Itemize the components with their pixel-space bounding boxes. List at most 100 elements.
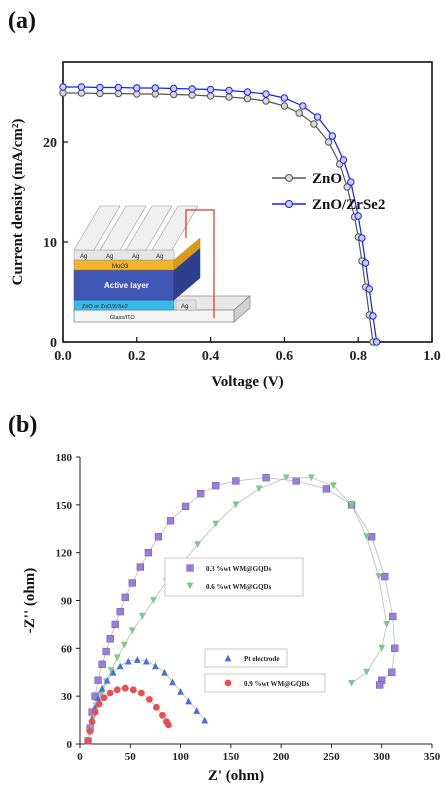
jv-x-tick-label: 0.0 xyxy=(54,349,72,364)
eis-y-tick-label: 150 xyxy=(56,500,73,512)
eis-point xyxy=(111,620,119,629)
eis-point xyxy=(292,477,300,485)
jv-point xyxy=(372,338,381,346)
jv-y-tick-label: 10 xyxy=(43,236,57,251)
inset-glass-front xyxy=(73,309,235,323)
jv-x-tick-label: 1.0 xyxy=(423,349,441,364)
eis-point xyxy=(255,485,263,493)
eis-point xyxy=(389,612,397,621)
eis-x-tick-label: 100 xyxy=(172,751,189,763)
eis-point xyxy=(181,502,190,511)
eis-point xyxy=(194,541,202,549)
eis-point xyxy=(116,608,124,616)
eis-point xyxy=(106,635,114,643)
jv-point xyxy=(262,90,270,98)
inset-etl-label: ZnO or ZnO/ZrSe2 xyxy=(82,304,128,310)
jv-point xyxy=(170,84,178,93)
eis-x-tick-label: 250 xyxy=(323,751,340,763)
inset-ag-label-4: Ag xyxy=(156,254,163,260)
inset-ag-finger-2 xyxy=(99,205,147,251)
jv-x-axis-label: Voltage (V) xyxy=(211,374,283,390)
eis-legend-label-0: 0.3 %wt WM@GQDs xyxy=(206,565,272,573)
eis-point xyxy=(145,695,153,703)
eis-point xyxy=(330,482,337,490)
jv-x-tick-label: 0.2 xyxy=(128,349,146,364)
eis-point xyxy=(322,485,331,493)
jv-legend-marker-0 xyxy=(285,174,293,182)
device-inset: Ag Ag Ag Ag MoO3 Active layer ZnO or ZnO… xyxy=(72,205,252,323)
eis-point xyxy=(124,657,132,665)
eis-x-tick-label: 150 xyxy=(223,751,240,763)
eis-point xyxy=(201,716,209,724)
inset-ag-label-1: Ag xyxy=(80,254,87,260)
jv-point xyxy=(170,90,178,99)
eis-point xyxy=(193,707,201,714)
jv-point xyxy=(114,83,123,92)
eis-point xyxy=(159,711,166,719)
eis-legend-box-red xyxy=(204,673,326,693)
eis-point xyxy=(378,644,386,652)
eis-point xyxy=(109,668,117,676)
jv-y-axis-label: Current density (mA/cm²) xyxy=(10,119,26,286)
eis-point xyxy=(232,477,240,485)
eis-legend-box-pt xyxy=(204,648,288,668)
jv-point xyxy=(328,132,337,140)
jv-chart: 0.0 0.2 0.4 0.6 0.8 1.0 0 10 20 Voltage (V) Curren… xyxy=(10,61,441,390)
eis-point xyxy=(98,660,106,668)
jv-point xyxy=(365,285,373,293)
jv-point xyxy=(188,85,196,93)
eis-x-tick-label: 300 xyxy=(373,751,390,763)
inset-circuit-wire xyxy=(185,209,215,318)
eis-point xyxy=(94,676,102,684)
inset-ag-finger-3 xyxy=(125,205,173,251)
jv-point xyxy=(347,178,355,186)
jv-point xyxy=(358,234,366,242)
jv-legend-label-0: ZnO xyxy=(312,171,342,187)
jv-point xyxy=(299,102,307,110)
eis-point xyxy=(113,686,121,694)
eis-point xyxy=(169,678,176,686)
jv-point xyxy=(361,259,370,267)
jv-point xyxy=(310,120,318,128)
inset-ag-label-3: Ag xyxy=(132,254,139,260)
eis-point xyxy=(282,474,290,482)
jv-axes: 0.0 0.2 0.4 0.6 0.8 1.0 0 10 20 Voltage (V) Curren… xyxy=(10,61,441,390)
jv-point xyxy=(59,89,67,97)
jv-point xyxy=(243,94,252,103)
eis-point xyxy=(391,644,399,652)
eis-point xyxy=(102,647,110,656)
eis-point xyxy=(381,572,389,581)
jv-point xyxy=(77,89,86,97)
jv-point xyxy=(354,212,362,220)
eis-axes: 0 50 100 150 200 250 300 350 0 30 60 90 120 150 180 Z' … xyxy=(22,452,441,784)
eis-point xyxy=(88,718,96,726)
eis-point xyxy=(383,621,391,628)
eis-point xyxy=(363,668,371,676)
eis-legend-marker-3 xyxy=(224,679,232,687)
eis-point xyxy=(100,694,108,702)
panel-a-label: (a) xyxy=(8,8,36,34)
inset-active-label: Active layer xyxy=(104,281,149,290)
eis-point xyxy=(121,684,129,692)
eis-legend-label-2: Pt electrode xyxy=(244,655,279,663)
jv-point xyxy=(188,91,196,99)
eis-chart: 0 50 100 150 200 250 300 350 0 30 60 90 120 150 180 Z' … xyxy=(22,452,441,784)
jv-point xyxy=(114,89,123,98)
eis-legend-label-3: 0.9 %wt WM@GQDs xyxy=(244,680,310,688)
eis-point xyxy=(121,593,129,601)
eis-point xyxy=(153,703,160,711)
eis-point xyxy=(116,662,124,670)
eis-y-axis-label: -Z'' (ohm) xyxy=(22,568,38,633)
eis-point xyxy=(113,654,121,662)
jv-point xyxy=(206,92,215,100)
eis-y-tick-label: 0 xyxy=(67,739,73,751)
eis-point xyxy=(103,676,111,684)
jv-y-tick-label: 20 xyxy=(43,136,57,151)
eis-point xyxy=(97,691,105,698)
eis-point xyxy=(376,681,384,689)
jv-point xyxy=(133,90,141,98)
eis-y-tick-label: 60 xyxy=(61,643,73,655)
eis-point xyxy=(138,613,146,620)
jv-point xyxy=(324,138,333,146)
eis-legend-label-1: 0.6 %wt WM@GQDs xyxy=(206,583,272,591)
